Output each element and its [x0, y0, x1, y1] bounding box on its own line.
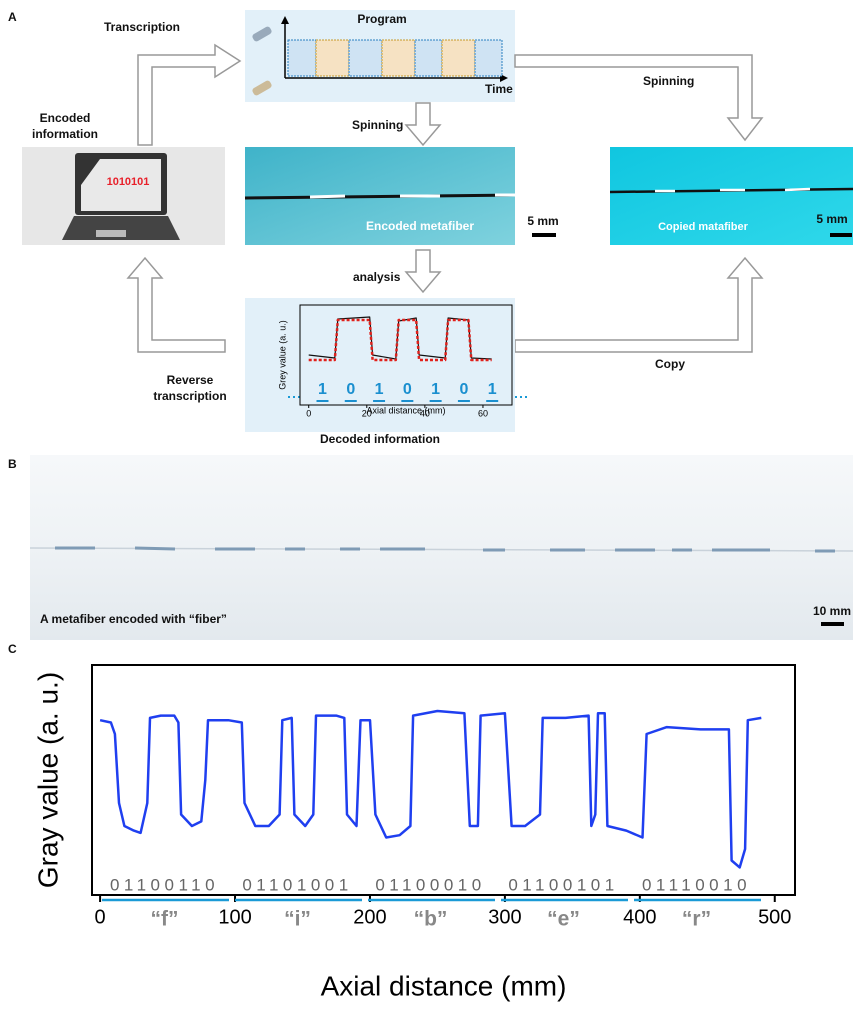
letter-label: “b”: [414, 908, 448, 931]
bit-label: 1: [375, 381, 384, 398]
x-tick-label: 20: [362, 408, 372, 418]
analysis-label: analysis: [353, 270, 401, 284]
time-label: Time: [485, 82, 513, 96]
scale-label: 5 mm: [527, 214, 558, 228]
bit-group: 01100010: [375, 875, 485, 894]
program-label: Program: [357, 12, 406, 26]
panel-label: C: [8, 642, 17, 656]
letter-label: “e”: [547, 908, 580, 931]
plot-frame: [91, 664, 796, 896]
x-tick-label: 500: [758, 906, 791, 928]
x-tick-label: 400: [623, 906, 656, 928]
transcription-label: Transcription: [104, 20, 180, 34]
x-tick-label: 300: [488, 906, 521, 928]
copied-metafiber-label: Copied matafiber: [658, 221, 749, 233]
bit-group: 01110010: [642, 875, 751, 894]
scale-bar: [821, 622, 844, 626]
spinning-center-label: Spinning: [352, 118, 403, 132]
code-text: 1010101: [107, 176, 150, 188]
x-tick-label: 0: [306, 408, 311, 418]
x-tick-label: 40: [420, 408, 430, 418]
caption: A metafiber encoded with “fiber”: [40, 612, 227, 626]
encoded-metafiber-label: Encoded metafiber: [366, 219, 474, 233]
program-timeline: [252, 16, 508, 96]
bit-group: 01100101: [508, 875, 618, 894]
fiber: [29, 546, 853, 553]
bit-group: 01101001: [242, 875, 352, 894]
bit-label: 1: [318, 381, 327, 398]
bit-label: 0: [346, 381, 355, 398]
x-axis-label: Axial distance (mm): [321, 970, 567, 1001]
letter-label: “i”: [284, 908, 311, 931]
copied-photo: [610, 147, 853, 245]
x-tick-label: 0: [95, 906, 106, 928]
bit-label: 0: [459, 381, 468, 398]
copied-fiber: [609, 187, 853, 237]
x-axis-label: Axial distance (mm): [366, 405, 445, 415]
spinning-right-label: Spinning: [643, 74, 694, 88]
x-tick-label: 100: [218, 906, 251, 928]
letter-label: “f”: [151, 908, 179, 931]
decoded-label: Decoded information: [320, 432, 440, 446]
panel-label: B: [8, 457, 17, 471]
bit-group: 01100110: [110, 875, 219, 894]
reverse-transcription-label: Reverse transcription: [153, 373, 227, 403]
bit-label: 1: [431, 381, 440, 398]
bit-label: 1: [488, 381, 497, 398]
y-axis-label: Grey value (a. u.): [277, 320, 287, 390]
copy-label: Copy: [655, 357, 685, 371]
laptop: [62, 153, 180, 240]
y-axis-label: Gray value (a. u.): [32, 672, 63, 888]
scale-label: 5 mm: [816, 212, 847, 226]
data-line: [99, 709, 762, 869]
scale-label: 10 mm: [813, 604, 851, 618]
data-line: [308, 318, 492, 362]
decoded-box: [245, 298, 515, 432]
plot-frame: [299, 304, 513, 406]
x-tick-label: 60: [478, 408, 488, 418]
letter-label: “r”: [682, 908, 711, 931]
bit-label: 0: [403, 381, 412, 398]
encoded-information-label: Encoded information: [32, 111, 98, 141]
arrows: [126, 43, 764, 353]
x-tick-label: 200: [353, 906, 386, 928]
encoded-fiber: [244, 193, 556, 237]
panel-label: A: [8, 10, 17, 24]
